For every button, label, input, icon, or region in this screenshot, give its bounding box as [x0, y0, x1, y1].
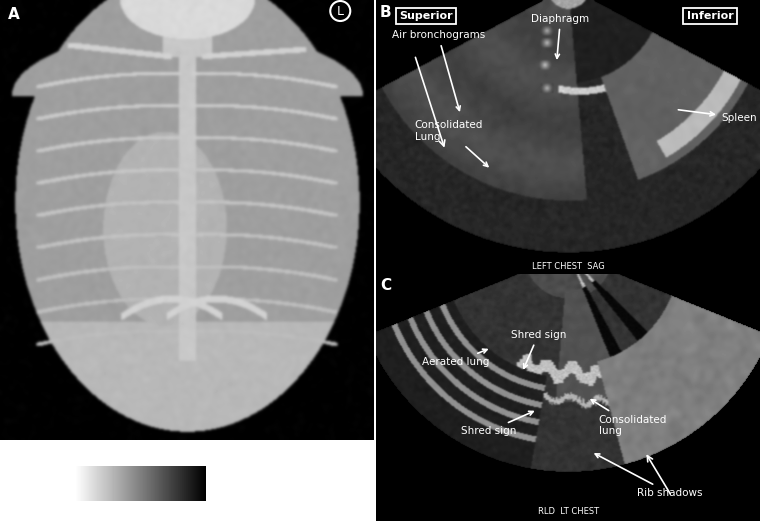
Text: Consolidated
lung: Consolidated lung — [591, 400, 667, 437]
Text: Shred sign: Shred sign — [511, 330, 566, 368]
Text: Consolidated
Lung: Consolidated Lung — [415, 120, 488, 167]
Text: B: B — [380, 6, 391, 20]
Text: Aerated lung: Aerated lung — [423, 349, 489, 367]
Text: Air bronchograms: Air bronchograms — [391, 30, 485, 110]
Text: Rib shadows: Rib shadows — [595, 454, 703, 498]
Text: RLD  LT CHEST: RLD LT CHEST — [537, 507, 599, 516]
Text: Shred sign: Shred sign — [461, 411, 534, 437]
Text: Diaphragm: Diaphragm — [531, 14, 590, 58]
Text: L: L — [337, 5, 344, 18]
Text: Superior: Superior — [399, 11, 453, 21]
Text: Spleen: Spleen — [679, 110, 757, 122]
Text: Inferior: Inferior — [687, 11, 733, 21]
Text: LEFT CHEST  SAG: LEFT CHEST SAG — [532, 262, 604, 271]
Text: C: C — [380, 278, 391, 293]
Text: A: A — [8, 7, 19, 21]
